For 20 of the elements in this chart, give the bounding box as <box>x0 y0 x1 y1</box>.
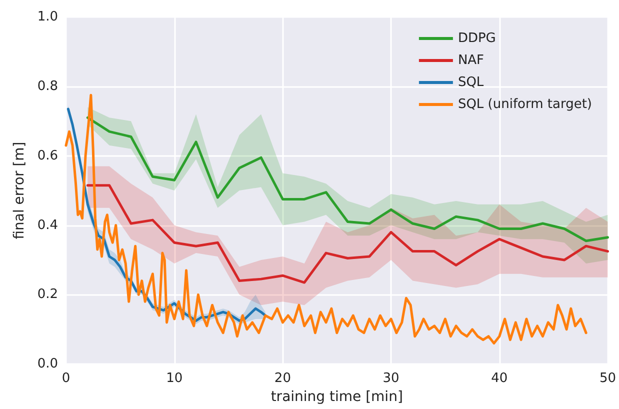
line-series <box>86 184 609 284</box>
legend-label: SQL <box>458 75 484 90</box>
x-tick-label: 20 <box>274 371 291 386</box>
legend-label: NAF <box>458 53 484 68</box>
x-axis-title: training time [min] <box>270 389 403 405</box>
y-tick-label: 0.8 <box>37 78 58 94</box>
line-series <box>86 116 609 242</box>
legend-label: SQL (uniform target) <box>458 97 592 112</box>
x-tick-label: 0 <box>62 371 70 386</box>
y-tick-label: 0.2 <box>37 287 58 302</box>
y-axis-title: final error [m] <box>11 142 28 240</box>
y-tick-label: 1.0 <box>37 10 58 24</box>
y-tick-label: 0.0 <box>37 356 58 372</box>
y-tick-label: 0.4 <box>37 218 58 233</box>
x-tick-label: 50 <box>599 371 616 386</box>
x-tick-label: 30 <box>382 371 400 386</box>
x-tick-label: 40 <box>491 371 508 386</box>
y-tick-label: 0.6 <box>37 148 58 164</box>
legend-label: DDPG <box>458 31 496 46</box>
x-tick-label: 10 <box>166 371 183 386</box>
